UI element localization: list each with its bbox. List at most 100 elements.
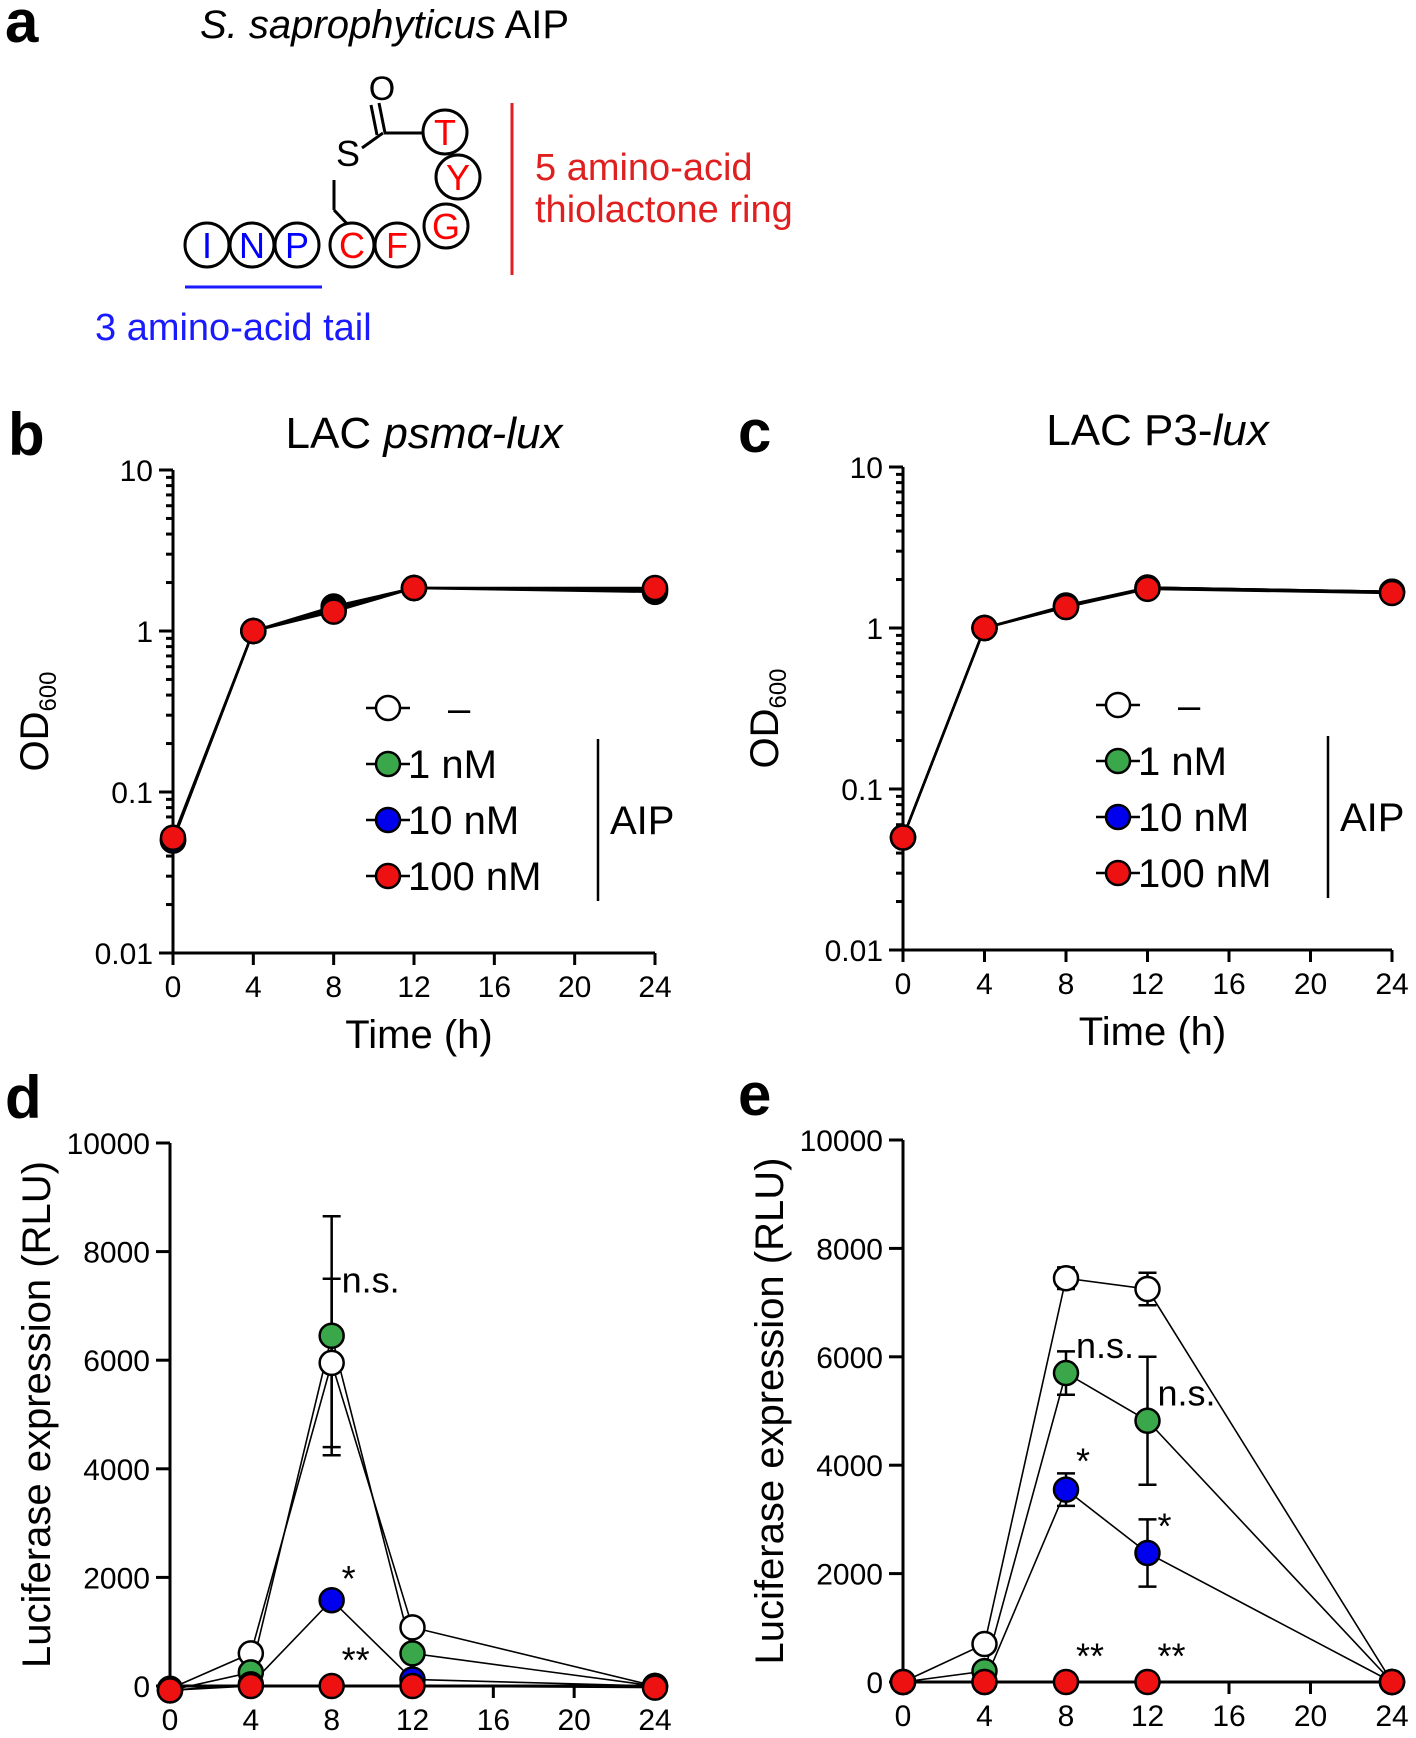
- significance-annotation: *: [1158, 1505, 1172, 1546]
- y-tick-label: 10000: [800, 1125, 883, 1158]
- y-axis-label: Luciferase expression (RLU): [748, 1158, 792, 1665]
- data-point-100nM: [159, 824, 187, 851]
- tail-label: 3 amino-acid tail: [95, 307, 372, 349]
- ring-label-line2: thiolactone ring: [535, 189, 793, 231]
- x-tick-label: 24: [1375, 968, 1408, 1001]
- data-point-100nM: [1052, 1668, 1080, 1696]
- y-tick-label: 2000: [83, 1562, 150, 1595]
- y-axis-label-main: Luciferase expression (RLU): [748, 1158, 792, 1665]
- data-point-100nM: [641, 574, 669, 602]
- chart-title-italic: lux: [1213, 406, 1271, 455]
- x-tick-label: 4: [976, 968, 993, 1001]
- panel-label: d: [5, 1064, 42, 1131]
- legend-aip-label: AIP: [1340, 796, 1404, 840]
- data-point-100nM: [237, 1672, 265, 1700]
- x-tick-label: 4: [976, 1700, 993, 1733]
- legend-marker-1nM: [374, 750, 402, 778]
- data-point-1nM: [318, 1322, 345, 1350]
- legend-aip-label: AIP: [610, 799, 674, 843]
- tail-residue-p-circle: [273, 221, 321, 269]
- legend-label-100nM: 100 nM: [1138, 852, 1271, 896]
- ring-residue-g-letter: G: [432, 206, 460, 247]
- x-tick-label: 12: [1131, 968, 1164, 1001]
- legend-marker-none: [1104, 691, 1132, 719]
- y-tick-label: 1: [136, 616, 153, 649]
- panel-b-chart: b LAC psmα-lux 0.01 0.1 1 10 0 4 8 12 16 20 24 Time (…: [8, 401, 674, 1057]
- ring-residue-c-letter: C: [339, 225, 365, 266]
- significance-annotation: **: [342, 1639, 370, 1680]
- significance-annotation: **: [1076, 1635, 1104, 1676]
- y-tick-label: 0: [866, 1667, 883, 1700]
- x-tick-label: 24: [638, 971, 671, 1004]
- bond-co-1: [377, 102, 387, 134]
- x-tick-label: 16: [477, 1704, 510, 1737]
- legend-marker-100nM: [1104, 859, 1132, 887]
- chart-title: LAC P3-lux: [1046, 406, 1271, 455]
- data-point-100nM: [1134, 575, 1161, 603]
- data-point-100nM: [889, 1668, 917, 1696]
- ring-residue-f-letter: F: [386, 225, 408, 266]
- ring-residue-t-letter: T: [434, 112, 456, 153]
- data-point-100nM: [1378, 579, 1406, 607]
- data-point-10nM: [1052, 1476, 1080, 1503]
- data-point-100nM: [1134, 1668, 1161, 1696]
- ring-residue-t-circle: [421, 108, 469, 156]
- ring-residue-f-circle: [373, 221, 421, 269]
- legend-label-100nM: 100 nM: [408, 855, 541, 899]
- panel-c-chart: c LAC P3-lux 0.01 0.1 1 10 0 4 8 12 16 20 24 Time (h)…: [738, 398, 1409, 1054]
- y-tick-label: 4000: [816, 1450, 883, 1483]
- x-tick-label: 0: [895, 968, 912, 1001]
- x-tick-label: 0: [165, 971, 182, 1004]
- legend-label-10nM: 10 nM: [1138, 796, 1249, 840]
- x-tick-label: 20: [1294, 1700, 1327, 1733]
- y-tick-label: 1: [866, 613, 883, 646]
- panel-label: e: [738, 1061, 771, 1128]
- panel-a: a S. saprophyticus AIP O S I N P C F GYT 5 am…: [5, 0, 793, 349]
- ring-residue-g-circle: [422, 202, 470, 250]
- data-point-100nM: [889, 824, 917, 851]
- y-tick-label: 10: [850, 452, 883, 485]
- x-tick-label: 0: [162, 1704, 179, 1737]
- legend-label-10nM: 10 nM: [408, 799, 519, 843]
- y-axis-label: Luciferase expression (RLU): [15, 1161, 59, 1668]
- y-axis-label-sub: 600: [35, 671, 62, 711]
- y-axis-label-sub: 600: [765, 668, 792, 708]
- y-tick-label: 4000: [83, 1454, 150, 1487]
- x-tick-label: 12: [396, 1704, 429, 1737]
- y-tick-label: 0.01: [95, 938, 153, 971]
- legend-label-none: –: [448, 687, 471, 731]
- x-tick-label: 12: [397, 971, 430, 1004]
- panel-a-title: S. saprophyticus AIP: [200, 3, 569, 47]
- panel-a-label: a: [5, 0, 39, 55]
- carbonyl-o: O: [369, 70, 395, 108]
- species-name: S. saprophyticus: [200, 3, 496, 47]
- panel-label: c: [738, 398, 771, 465]
- x-tick-label: 8: [325, 971, 342, 1004]
- panel-label: b: [8, 401, 45, 468]
- chart-title-plain: LAC P3-: [1046, 406, 1212, 455]
- bond-co-2: [369, 104, 379, 136]
- x-tick-label: 4: [242, 1704, 259, 1737]
- y-axis-label-main: OD: [743, 709, 787, 769]
- y-tick-label: 10: [120, 455, 153, 488]
- data-point-100nM: [400, 574, 428, 602]
- significance-annotation: *: [342, 1558, 356, 1599]
- bond-s-c: [361, 131, 384, 150]
- legend-marker-10nM: [374, 806, 402, 834]
- data-point-100nM: [641, 1674, 669, 1701]
- data-point-none: [971, 1630, 998, 1658]
- data-point-1nM: [1052, 1359, 1080, 1387]
- significance-annotation: n.s.: [1158, 1373, 1216, 1414]
- y-axis-label: OD600: [13, 671, 62, 771]
- significance-annotation: *: [1076, 1440, 1090, 1481]
- x-tick-label: 20: [557, 1704, 590, 1737]
- x-tick-label: 24: [638, 1704, 671, 1737]
- y-tick-label: 0.1: [841, 774, 883, 807]
- data-point-100nM: [240, 617, 267, 645]
- tail-residue-n-letter: N: [239, 225, 265, 266]
- legend-marker-10nM: [1104, 803, 1132, 831]
- data-point-none: [1052, 1264, 1080, 1292]
- tail-residue-p-letter: P: [285, 225, 309, 266]
- tail-residue-i-letter: I: [202, 225, 212, 266]
